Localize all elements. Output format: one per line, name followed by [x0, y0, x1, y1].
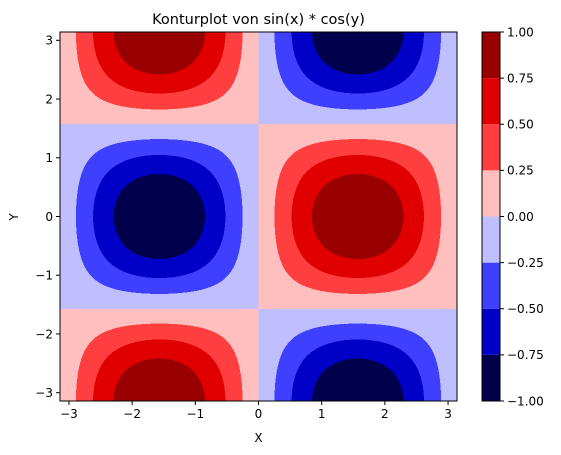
y-tick-label: 0 [45, 210, 53, 224]
contour-fill [60, 32, 457, 401]
x-axis-label: X [254, 431, 262, 445]
x-tick-label: 3 [444, 407, 452, 421]
colorbar-band [482, 170, 500, 217]
colorbar-band [482, 354, 500, 401]
y-tick-label: −2 [35, 327, 53, 341]
colorbar-band [482, 262, 500, 309]
y-tick-label: −1 [35, 269, 53, 283]
y-tick-label: 2 [45, 92, 53, 106]
colorbar-tick-label: −0.25 [507, 256, 544, 270]
colorbar-tick-label: 0.00 [507, 210, 534, 224]
plot-area [60, 32, 457, 401]
colorbar-band [482, 124, 500, 171]
x-tick-label: −1 [186, 407, 204, 421]
x-tick-label: −2 [123, 407, 141, 421]
x-tick-label: 2 [381, 407, 389, 421]
colorbar-tick-label: 0.75 [507, 71, 534, 85]
colorbar: −1.00 −0.75 −0.50 −0.25 0.00 0.25 0.50 0.75 1.00 [481, 25, 544, 408]
y-axis-label: Y [7, 213, 21, 222]
chart-title: Konturplot von sin(x) * cos(y) [152, 12, 365, 28]
colorbar-tick-label: −0.75 [507, 348, 544, 362]
colorbar-band [482, 32, 500, 79]
colorbar-tick-label: 1.00 [507, 25, 534, 39]
axes: −3 −2 −1 0 1 2 3 −3 −2 −1 0 1 2 3 [35, 31, 458, 421]
colorbar-tick-label: −0.50 [507, 302, 544, 316]
colorbar-tick-label: 0.25 [507, 164, 534, 178]
x-tick-label: 1 [318, 407, 326, 421]
colorbar-band [482, 216, 500, 263]
colorbar-tick-label: 0.50 [507, 118, 534, 132]
x-tick-label: 0 [255, 407, 263, 421]
y-tick-label: 1 [45, 151, 53, 165]
colorbar-band [482, 308, 500, 355]
y-tick-label: 3 [45, 34, 53, 48]
colorbar-tick-label: −1.00 [507, 394, 544, 408]
x-tick-label: −3 [60, 407, 78, 421]
y-tick-label: −3 [35, 386, 53, 400]
colorbar-band [482, 78, 500, 125]
